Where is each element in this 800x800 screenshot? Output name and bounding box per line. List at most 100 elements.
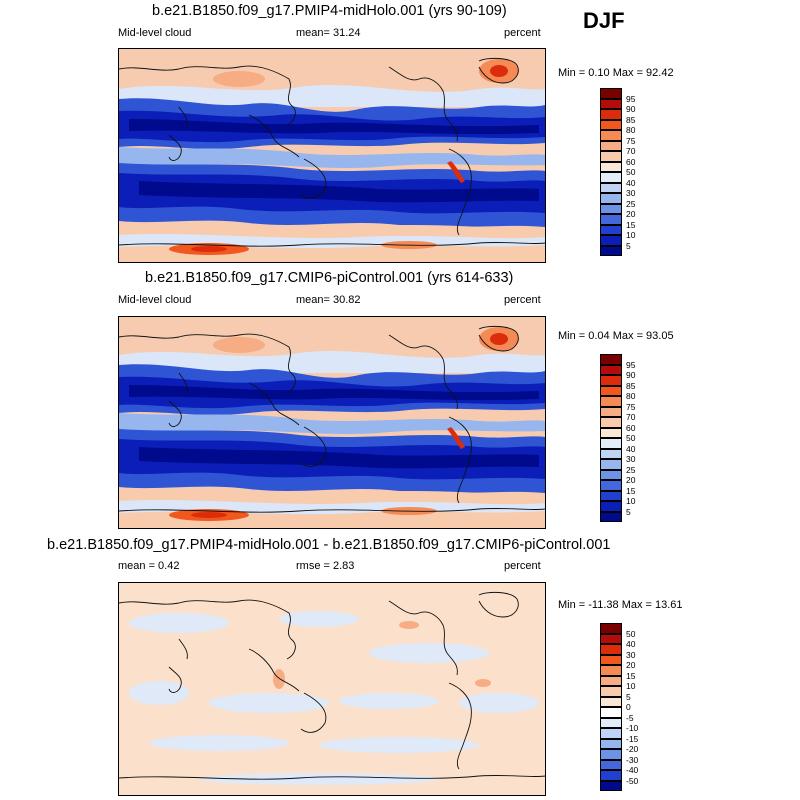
panel-3-colorbar-tick-label: 40: [626, 639, 636, 649]
panel-1-colorbar-swatch: [600, 161, 622, 172]
panel-3-colorbar-swatch: [600, 749, 622, 760]
panel-1-colorbar-swatch: [600, 193, 622, 204]
panel-2-colorbar-swatch: [600, 511, 622, 522]
panel-3-colorbar-swatch: [600, 665, 622, 676]
panel-3-colorbar-swatch: [600, 654, 622, 665]
panel-1-colorbar-tick-label: 20: [626, 209, 636, 219]
panel-2-minmax-label: Min = 0.04 Max = 93.05: [558, 330, 674, 342]
panel-3-colorbar-tick-label: 5: [626, 691, 631, 702]
panel-2-colorbar-tick-label: 20: [626, 475, 636, 485]
panel-3-map: [118, 582, 546, 796]
panel-2-colorbar-swatch: [600, 406, 622, 417]
panel-2-colorbar-swatch: [600, 417, 622, 428]
panel-2-colorbar-swatch: [600, 438, 622, 449]
panel-3-colorbar-tick-label: 0: [626, 702, 631, 712]
panel-1-map: [118, 48, 546, 263]
panel-1-colorbar-tick-label: 70: [626, 146, 636, 156]
panel-3-colorbar-tick-label: -50: [626, 775, 639, 786]
panel-1-colorbar-swatch: [600, 182, 622, 193]
panel-2-colorbar-swatch: [600, 427, 622, 438]
panel-2-colorbar-swatch: [600, 501, 622, 512]
panel-2-colorbar-swatch: [600, 480, 622, 491]
panel-1-colorbar-tick-label: 95: [626, 93, 636, 104]
panel-1-colorbar-tick-label: 5: [626, 240, 631, 251]
panel-1-colorbar-tick-label: 90: [626, 104, 636, 114]
panel-1-title: b.e21.B1850.f09_g17.PMIP4-midHolo.001 (y…: [152, 3, 507, 19]
panel-3-colorbar-tick-label: 50: [626, 628, 636, 639]
panel-2-colorbar-swatch: [600, 354, 622, 365]
panel-3-colorbar-swatch: [600, 644, 622, 655]
panel-1-colorbar-swatch: [600, 98, 622, 109]
panel-1-variable-label: Mid-level cloud: [118, 27, 192, 39]
panel-1-colorbar-swatch: [600, 140, 622, 151]
panel-3-colorbar-swatch: [600, 707, 622, 718]
panel-3-colorbar-swatch: [600, 759, 622, 770]
panel-3-rmse-label: rmse = 2.83: [296, 560, 355, 572]
panel-2-colorbar-swatch: [600, 364, 622, 375]
panel-1-colorbar-tick-label: 50: [626, 167, 636, 177]
panel-3-minmax-label: Min = -11.38 Max = 13.61: [558, 599, 683, 611]
panel-1-colorbar-tick-label: 10: [626, 230, 636, 240]
panel-3-colorbar-tick-label: -40: [626, 765, 639, 775]
panel-3-title: b.e21.B1850.f09_g17.PMIP4-midHolo.001 - …: [47, 537, 611, 553]
panel-1-minmax-label: Min = 0.10 Max = 92.42: [558, 67, 674, 79]
panel-1-colorbar-tick-label: 85: [626, 114, 636, 125]
panel-2-colorbar-swatch: [600, 375, 622, 386]
panel-2-map: [118, 316, 546, 529]
panel-3-mean-label: mean = 0.42: [118, 560, 180, 572]
panel-1-units-label: percent: [504, 27, 541, 39]
panel-3-colorbar-swatch: [600, 728, 622, 739]
panel-1-colorbar-tick-label: 60: [626, 156, 636, 167]
panel-1-colorbar-swatch: [600, 119, 622, 130]
panel-1-colorbar-tick-label: 40: [626, 177, 636, 188]
panel-3-map-field: [119, 583, 545, 795]
panel-2-colorbar-swatch: [600, 490, 622, 501]
panel-2-colorbar-swatch: [600, 459, 622, 470]
panel-3-colorbar-tick-label: -20: [626, 744, 639, 754]
panel-2-colorbar-tick-label: 85: [626, 380, 636, 391]
panel-1-colorbar-swatch: [600, 235, 622, 246]
panel-2-colorbar-swatch: [600, 396, 622, 407]
panel-2-colorbar-swatch: [600, 448, 622, 459]
panel-1-colorbar-tick-label: 80: [626, 125, 636, 135]
panel-1-colorbar-tick-label: 75: [626, 135, 636, 146]
panel-3-colorbar-tick-label: -30: [626, 754, 639, 765]
panel-2-colorbar-tick-label: 15: [626, 485, 636, 496]
panel-2-map-field: [119, 317, 545, 528]
panel-1-colorbar-swatch: [600, 214, 622, 225]
panel-2-colorbar-tick-label: 80: [626, 391, 636, 401]
panel-3-colorbar-swatch: [600, 623, 622, 634]
panel-3-colorbar-tick-label: 15: [626, 670, 636, 681]
panel-1-colorbar-tick-label: 15: [626, 219, 636, 230]
panel-3-colorbar-swatch: [600, 780, 622, 791]
panel-2-variable-label: Mid-level cloud: [118, 294, 192, 306]
panel-1-map-field: [119, 49, 545, 262]
panel-3-colorbar-swatch: [600, 675, 622, 686]
panel-3-colorbar-tick-label: -15: [626, 733, 639, 744]
panel-3-colorbar: 50 40 30 20 15 10 5 0 -5 -10 -15 -20 -30 -40 -50: [600, 623, 638, 791]
panel-2-colorbar-tick-label: 10: [626, 496, 636, 506]
panel-3-colorbar-tick-label: 20: [626, 660, 636, 670]
panel-3-colorbar-swatch: [600, 738, 622, 749]
panel-1-colorbar-swatch: [600, 172, 622, 183]
panel-3-colorbar-swatch: [600, 633, 622, 644]
panel-1-colorbar-swatch: [600, 224, 622, 235]
panel-3-units-label: percent: [504, 560, 541, 572]
panel-3-colorbar-swatch: [600, 696, 622, 707]
panel-2-colorbar-tick-label: 95: [626, 359, 636, 370]
panel-3-colorbar-tick-label: 10: [626, 681, 636, 691]
panel-3-colorbar-tick-label: -10: [626, 723, 639, 733]
panel-2-colorbar-tick-label: 70: [626, 412, 636, 422]
panel-2-units-label: percent: [504, 294, 541, 306]
panel-2-mean-label: mean= 30.82: [296, 294, 361, 306]
panel-1-colorbar-swatch: [600, 203, 622, 214]
panel-2-colorbar-tick-label: 25: [626, 464, 636, 475]
panel-2-colorbar-tick-label: 30: [626, 454, 636, 464]
panel-2-colorbar: 95 90 85 80 75 70 60 50 40 30 25 20 15 10 5: [600, 354, 635, 522]
panel-1-colorbar-tick-label: 25: [626, 198, 636, 209]
panel-3-colorbar-swatch: [600, 717, 622, 728]
panel-1-colorbar: 95 90 85 80 75 70 60 50 40 30 25 20 15 10 5: [600, 88, 635, 256]
panel-1-colorbar-swatch: [600, 88, 622, 99]
panel-3-colorbar-tick-label: 30: [626, 649, 636, 660]
panel-1-colorbar-swatch: [600, 130, 622, 141]
